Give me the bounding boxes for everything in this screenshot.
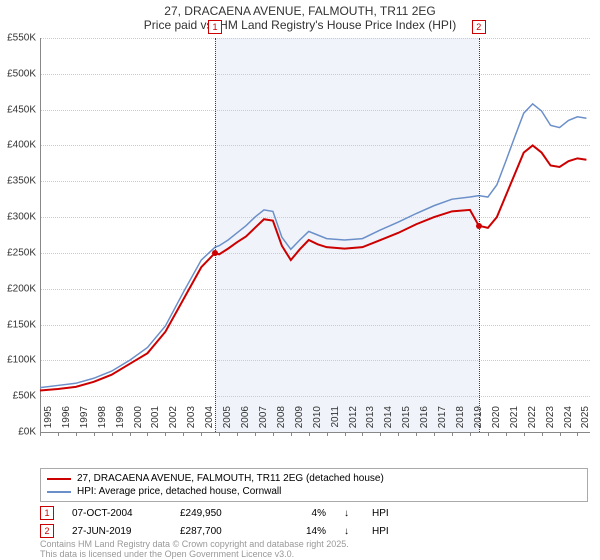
legend-item: 27, DRACAENA AVENUE, FALMOUTH, TR11 2EG … — [47, 472, 581, 485]
y-tick-label: £550K — [0, 33, 36, 44]
y-tick-label: £450K — [0, 104, 36, 115]
event-pct: 4% — [288, 508, 326, 519]
event-marker: 2 — [40, 524, 54, 538]
series-hpi — [40, 104, 586, 388]
series-lines — [40, 38, 590, 432]
sale-marker-line — [479, 38, 480, 432]
down-arrow-icon: ↓ — [344, 508, 354, 519]
event-pct: 14% — [288, 526, 326, 537]
x-axis — [40, 432, 590, 433]
event-price: £249,950 — [180, 508, 270, 519]
title-line-2: Price paid vs. HM Land Registry's House … — [0, 18, 600, 32]
legend: 27, DRACAENA AVENUE, FALMOUTH, TR11 2EG … — [40, 468, 588, 502]
sale-events: 1 07-OCT-2004 £249,950 4% ↓ HPI 2 27-JUN-2019 £2… — [40, 504, 588, 540]
footer-line-2: This data is licensed under the Open Gov… — [40, 550, 349, 560]
event-price: £287,700 — [180, 526, 270, 537]
y-tick-label: £500K — [0, 68, 36, 79]
event-row: 1 07-OCT-2004 £249,950 4% ↓ HPI — [40, 504, 588, 522]
series-price_paid — [40, 145, 586, 390]
sale-marker-2: 2 — [472, 20, 486, 34]
y-tick-label: £200K — [0, 283, 36, 294]
footer-attribution: Contains HM Land Registry data © Crown c… — [40, 540, 349, 560]
legend-item: HPI: Average price, detached house, Corn… — [47, 485, 581, 498]
legend-label: 27, DRACAENA AVENUE, FALMOUTH, TR11 2EG … — [77, 473, 384, 484]
event-tag: HPI — [372, 508, 402, 519]
y-tick-label: £250K — [0, 247, 36, 258]
sale-marker-1: 1 — [208, 20, 222, 34]
chart-plot-area: £0K£50K£100K£150K£200K£250K£300K£350K£40… — [40, 38, 590, 432]
y-tick-label: £0K — [0, 427, 36, 438]
legend-swatch — [47, 491, 71, 493]
y-tick-label: £150K — [0, 319, 36, 330]
y-tick-label: £100K — [0, 355, 36, 366]
event-marker: 1 — [40, 506, 54, 520]
title-line-1: 27, DRACAENA AVENUE, FALMOUTH, TR11 2EG — [0, 4, 600, 18]
sale-dot-1 — [212, 250, 218, 256]
y-tick-label: £50K — [0, 391, 36, 402]
y-tick-label: £400K — [0, 140, 36, 151]
y-tick-label: £300K — [0, 212, 36, 223]
y-tick-label: £350K — [0, 176, 36, 187]
sale-marker-line — [215, 38, 216, 432]
sale-dot-2 — [476, 223, 482, 229]
event-date: 07-OCT-2004 — [72, 508, 162, 519]
event-date: 27-JUN-2019 — [72, 526, 162, 537]
legend-swatch — [47, 478, 71, 480]
chart-title: 27, DRACAENA AVENUE, FALMOUTH, TR11 2EG … — [0, 0, 600, 34]
down-arrow-icon: ↓ — [344, 526, 354, 537]
event-row: 2 27-JUN-2019 £287,700 14% ↓ HPI — [40, 522, 588, 540]
event-tag: HPI — [372, 526, 402, 537]
legend-label: HPI: Average price, detached house, Corn… — [77, 486, 281, 497]
